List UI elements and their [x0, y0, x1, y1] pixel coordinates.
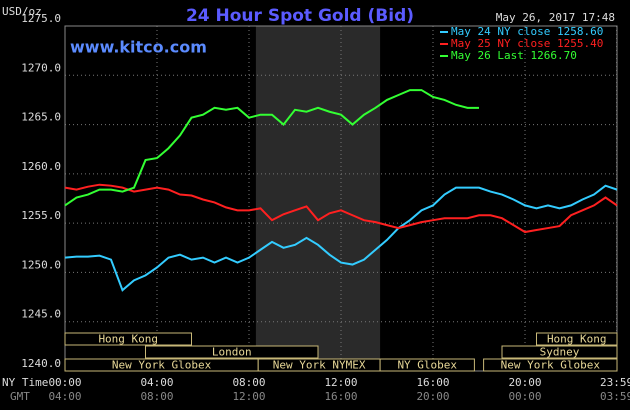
- gmt-tick-label: 20:00: [416, 390, 449, 403]
- y-tick-label: 1275.0: [21, 12, 61, 25]
- y-axis-label: USD/oz: [2, 5, 42, 18]
- gmt-row-label: GMT: [10, 390, 30, 403]
- series-line: [64, 89, 479, 207]
- x-tick-label: 00:00: [48, 376, 81, 389]
- series-line: [64, 183, 618, 234]
- y-tick-label: 1270.0: [21, 61, 61, 74]
- session-bar: [145, 345, 319, 359]
- website: www.kitco.com: [70, 38, 207, 57]
- x-row-label: NY Time: [2, 376, 48, 389]
- y-tick-label: 1250.0: [21, 258, 61, 271]
- y-tick-label: 1240.0: [21, 357, 61, 370]
- gmt-tick-label: 04:00: [48, 390, 81, 403]
- session-label: Hong Kong: [98, 333, 158, 346]
- session-label: NY Globex: [397, 359, 457, 372]
- session-label: Sydney: [540, 346, 580, 359]
- session-label: New York Globex: [112, 359, 212, 372]
- gmt-tick-label: 00:00: [508, 390, 541, 403]
- gmt-tick-label: 08:00: [140, 390, 173, 403]
- session-bar: [483, 358, 618, 372]
- series-line: [64, 184, 618, 292]
- session-bar: [379, 358, 475, 372]
- gmt-tick-label: 03:59: [600, 390, 630, 403]
- x-tick-label: 23:59: [600, 376, 630, 389]
- chart-title: 24 Hour Spot Gold (Bid): [186, 6, 414, 26]
- x-tick-label: 16:00: [416, 376, 449, 389]
- x-tick-label: 12:00: [324, 376, 357, 389]
- session-label: New York NYMEX: [273, 359, 366, 372]
- session-bar: [536, 332, 618, 346]
- legend-label: May 26 Last 1266.70: [451, 49, 577, 62]
- x-tick-label: 20:00: [508, 376, 541, 389]
- y-tick-label: 1260.0: [21, 160, 61, 173]
- y-tick-label: 1265.0: [21, 111, 61, 124]
- legend-label: May 25 NY close 1255.40: [451, 37, 603, 50]
- gmt-tick-label: 12:00: [232, 390, 265, 403]
- session-bar: [64, 332, 192, 346]
- x-tick-label: 04:00: [140, 376, 173, 389]
- session-bar: [501, 345, 618, 359]
- y-tick-label: 1245.0: [21, 308, 61, 321]
- session-label: Hong Kong: [547, 333, 607, 346]
- gmt-tick-label: 16:00: [324, 390, 357, 403]
- nymex-shade: [255, 26, 381, 371]
- session-label: London: [212, 346, 252, 359]
- x-tick-label: 08:00: [232, 376, 265, 389]
- legend-label: May 24 NY close 1258.60: [451, 25, 603, 38]
- session-label: New York Globex: [501, 359, 601, 372]
- timestamp: May 26, 2017 17:48: [496, 11, 615, 24]
- y-tick-label: 1255.0: [21, 209, 61, 222]
